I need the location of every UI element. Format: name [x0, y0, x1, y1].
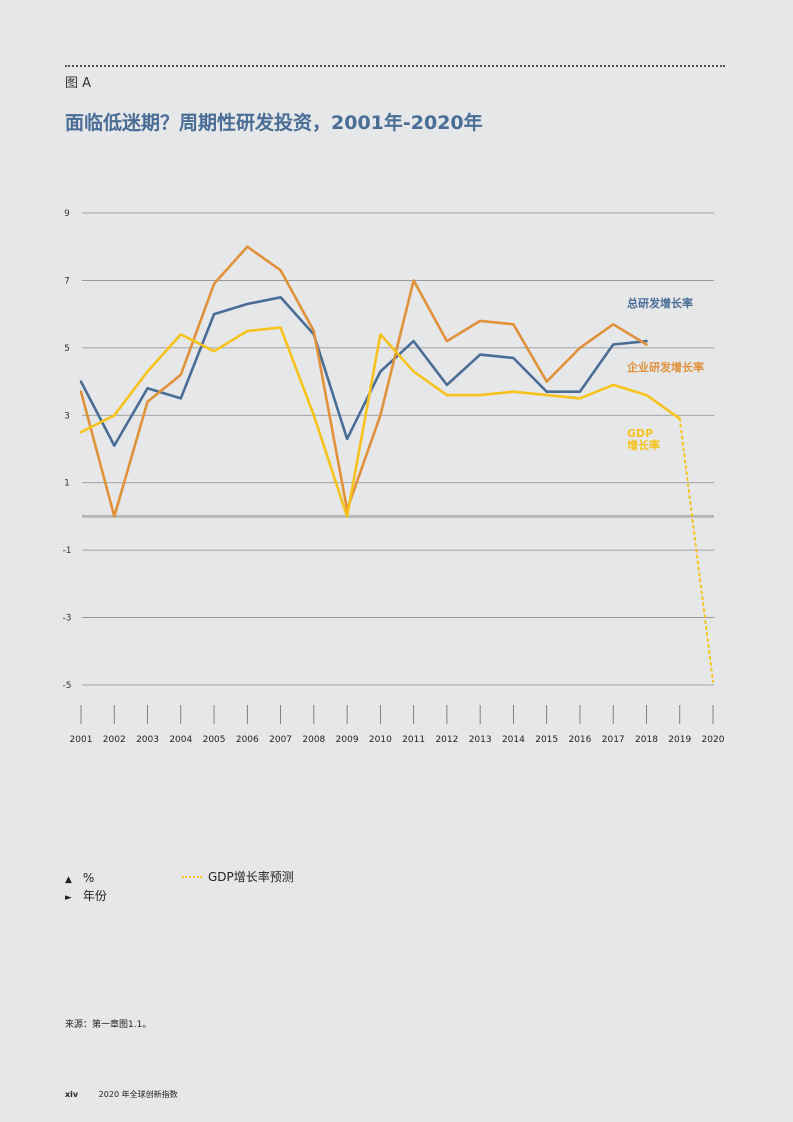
- series-label: 企业研发增长率: [626, 360, 704, 374]
- series-lines: [79, 245, 714, 683]
- figure-label: 图 A: [65, 76, 92, 91]
- right-triangle-icon: ►: [65, 893, 72, 903]
- dotted-line-icon: [182, 875, 202, 878]
- forecast-line: [678, 417, 714, 683]
- y-tick-label: -5: [63, 681, 72, 691]
- y-tick-label: 1: [64, 479, 70, 489]
- x-tick-label: 2002: [103, 735, 126, 745]
- series-line: [79, 326, 682, 518]
- x-tick-label: 2020: [702, 735, 725, 745]
- y-tick-label: -3: [63, 614, 72, 624]
- series-line: [79, 245, 648, 518]
- x-tick-label: 2019: [668, 735, 691, 745]
- y-tick-label: 7: [64, 276, 70, 286]
- x-tick-label: 2009: [336, 735, 359, 745]
- x-tick-label: 2004: [169, 735, 192, 745]
- x-tick-label: 2014: [502, 735, 525, 745]
- legend-forecast: GDP增长率预测: [182, 868, 294, 885]
- series-label: 增长率: [627, 438, 660, 452]
- top-dotted-rule: [65, 65, 725, 67]
- x-tick-label: 2001: [70, 735, 93, 745]
- x-tick-label: 2018: [635, 735, 658, 745]
- x-tick-label: 2005: [203, 735, 226, 745]
- x-tick-label: 2013: [469, 735, 492, 745]
- y-tick-label: 5: [64, 344, 70, 354]
- series-line: [79, 295, 648, 447]
- x-tick-label: 2006: [236, 735, 259, 745]
- legend-y-axis-label: %: [82, 871, 95, 885]
- up-triangle-icon: ▲: [65, 875, 72, 885]
- x-tick-label: 2012: [435, 735, 458, 745]
- x-tick-label: 2008: [302, 735, 325, 745]
- source-note: 来源：第一章图1.1。: [65, 1020, 152, 1030]
- x-tick-label: 2017: [602, 735, 625, 745]
- y-tick-label: -1: [63, 546, 72, 556]
- legend-forecast-label: GDP增长率预测: [208, 870, 294, 884]
- x-tick-label: 2016: [568, 735, 591, 745]
- x-tick-label: 2015: [535, 735, 558, 745]
- gridlines: [82, 212, 714, 686]
- x-axis-ticks: 2001 2002 2003 2004 2005 2006 2007 2008 2009 2010…: [70, 705, 725, 745]
- series-label: GDP: [627, 427, 653, 440]
- legend-y-axis: ▲ %: [65, 871, 94, 885]
- legend-x-axis: ► 年份: [65, 887, 107, 904]
- x-tick-label: 2003: [136, 735, 159, 745]
- page-number: xiv: [65, 1090, 79, 1099]
- x-tick-label: 2010: [369, 735, 392, 745]
- series-label: 总研发增长率: [627, 296, 693, 310]
- y-tick-label: 3: [64, 411, 70, 421]
- x-tick-label: 2011: [402, 735, 425, 745]
- page-footer: xiv 2020 年全球创新指数: [65, 1089, 178, 1100]
- chart-title: 面临低迷期？周期性研发投资，2001年-2020年: [65, 112, 483, 134]
- y-tick-label: 9: [64, 209, 70, 219]
- y-axis-ticks: 9 7 5 3 1 -1 -3 -5: [63, 209, 72, 691]
- publication-name: 2020 年全球创新指数: [98, 1090, 178, 1099]
- x-tick-label: 2007: [269, 735, 292, 745]
- legend-x-axis-label: 年份: [82, 889, 107, 903]
